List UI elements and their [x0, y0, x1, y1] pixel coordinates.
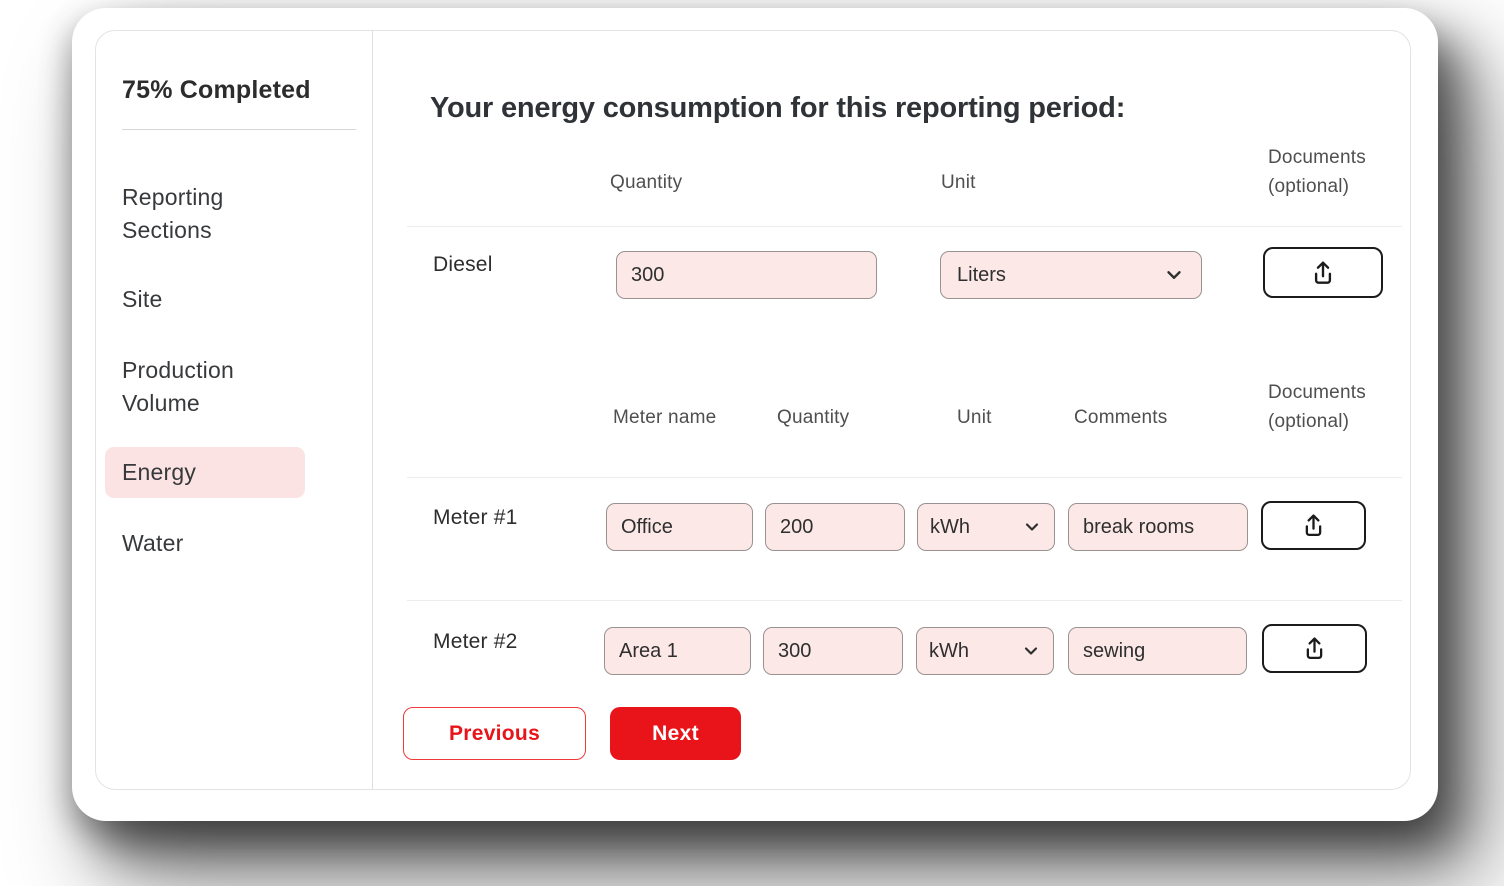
divider: [407, 226, 1402, 227]
meter2-unit-select[interactable]: kWh: [916, 627, 1054, 675]
fuel-unit-header: Unit: [941, 172, 976, 193]
meter2-quantity-input[interactable]: [763, 627, 903, 675]
fuel-quantity-header: Quantity: [610, 172, 683, 193]
meter2-name-input[interactable]: [604, 627, 751, 675]
meter-row-label: Meter #2: [433, 630, 518, 653]
meter1-quantity-input[interactable]: [765, 503, 905, 551]
upload-icon: [1314, 260, 1332, 284]
chevron-down-icon: [1025, 523, 1039, 531]
divider: [407, 477, 1402, 478]
sidebar-divider: [372, 31, 373, 789]
fuel-documents-header-line2: (optional): [1268, 176, 1350, 197]
progress-divider: [122, 129, 356, 130]
sidebar-item-production-volume[interactable]: Production Volume: [122, 357, 234, 416]
meter-documents-header: Documents (optional): [1268, 378, 1366, 436]
meter2-comments-input[interactable]: [1068, 627, 1247, 675]
meter-documents-header-line1: Documents: [1268, 382, 1366, 403]
chevron-down-icon: [1167, 271, 1181, 279]
meter-comments-header: Comments: [1074, 407, 1168, 428]
meter-documents-header-line2: (optional): [1268, 411, 1350, 432]
sidebar-item-energy-label: Energy: [122, 459, 197, 485]
diesel-quantity-input[interactable]: [616, 251, 877, 299]
divider: [407, 600, 1402, 601]
meter-name-header: Meter name: [613, 407, 717, 428]
next-button[interactable]: Next: [610, 707, 741, 760]
meter1-upload-button[interactable]: [1261, 501, 1366, 550]
upload-icon: [1306, 637, 1323, 659]
sidebar-item-water[interactable]: Water: [122, 530, 184, 556]
meter-quantity-header: Quantity: [777, 407, 850, 428]
sidebar-item-energy[interactable]: Energy: [105, 447, 305, 498]
page-title: Your energy consumption for this reporti…: [430, 92, 1126, 124]
previous-button[interactable]: Previous: [403, 707, 586, 760]
fuel-documents-header-line1: Documents: [1268, 147, 1366, 168]
meter2-unit-selected-value: kWh: [929, 639, 969, 662]
meter-row-label: Meter #1: [433, 506, 518, 529]
meter-unit-header: Unit: [957, 407, 992, 428]
meter1-unit-selected-value: kWh: [930, 515, 970, 538]
sidebar-item-reporting-sections[interactable]: Reporting Sections: [122, 184, 224, 243]
fuel-documents-header: Documents (optional): [1268, 143, 1366, 201]
diesel-unit-select[interactable]: Liters: [940, 251, 1202, 299]
diesel-upload-button[interactable]: [1263, 247, 1383, 298]
progress-label: 75% Completed: [122, 76, 311, 104]
diesel-unit-selected-value: Liters: [957, 263, 1006, 286]
meter1-unit-select[interactable]: kWh: [917, 503, 1055, 551]
meter2-upload-button[interactable]: [1262, 624, 1367, 673]
chevron-down-icon: [1024, 647, 1038, 655]
fuel-row-label: Diesel: [433, 253, 493, 276]
sidebar-item-site[interactable]: Site: [122, 286, 163, 312]
upload-icon: [1305, 514, 1322, 536]
meter1-name-input[interactable]: [606, 503, 753, 551]
meter1-comments-input[interactable]: [1068, 503, 1248, 551]
